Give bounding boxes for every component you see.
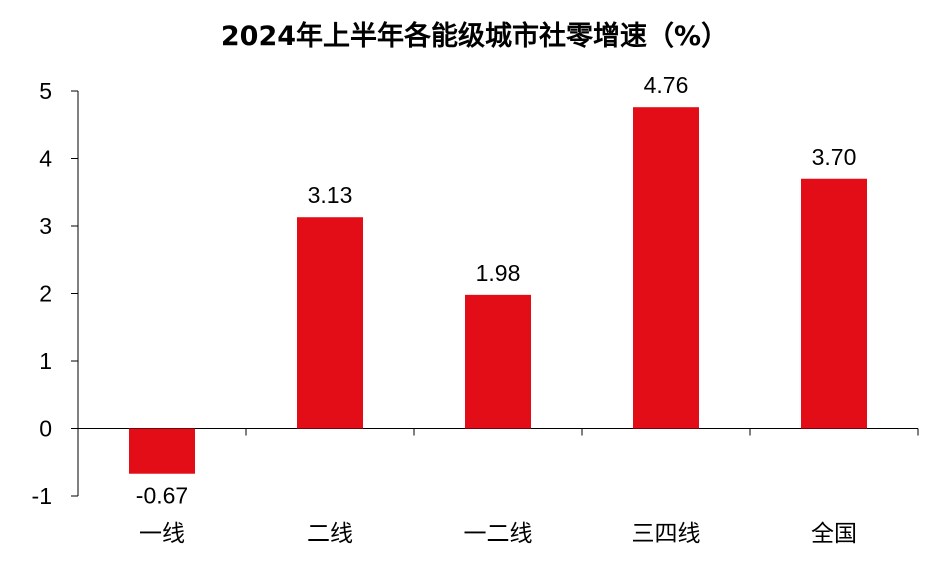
- y-tick-label: 1: [39, 348, 52, 374]
- y-tick-label: 3: [39, 213, 52, 239]
- y-tick-label: -1: [32, 483, 52, 509]
- chart-title: 2024年上半年各能级城市社零增速（%）: [220, 21, 729, 52]
- y-tick-label: 5: [39, 78, 52, 104]
- category-label-1: 二线: [307, 521, 353, 547]
- data-label-1: 3.13: [308, 182, 353, 208]
- data-label-4: 3.70: [812, 144, 857, 170]
- data-label-3: 4.76: [644, 72, 689, 98]
- data-label-2: 1.98: [476, 260, 521, 286]
- category-label-3: 三四线: [632, 521, 701, 547]
- category-label-4: 全国: [811, 521, 857, 547]
- bar-3: [633, 107, 699, 429]
- bar-4: [801, 178, 867, 429]
- bar-0: [129, 428, 195, 474]
- category-label-2: 一二线: [464, 521, 533, 547]
- category-label-0: 一线: [139, 521, 185, 547]
- bar-1: [297, 217, 363, 429]
- bar-2: [465, 294, 531, 429]
- y-tick-label: 4: [39, 146, 52, 172]
- y-tick-label: 0: [39, 416, 52, 442]
- data-label-0: -0.67: [136, 483, 188, 509]
- y-tick-label: 2: [39, 281, 52, 307]
